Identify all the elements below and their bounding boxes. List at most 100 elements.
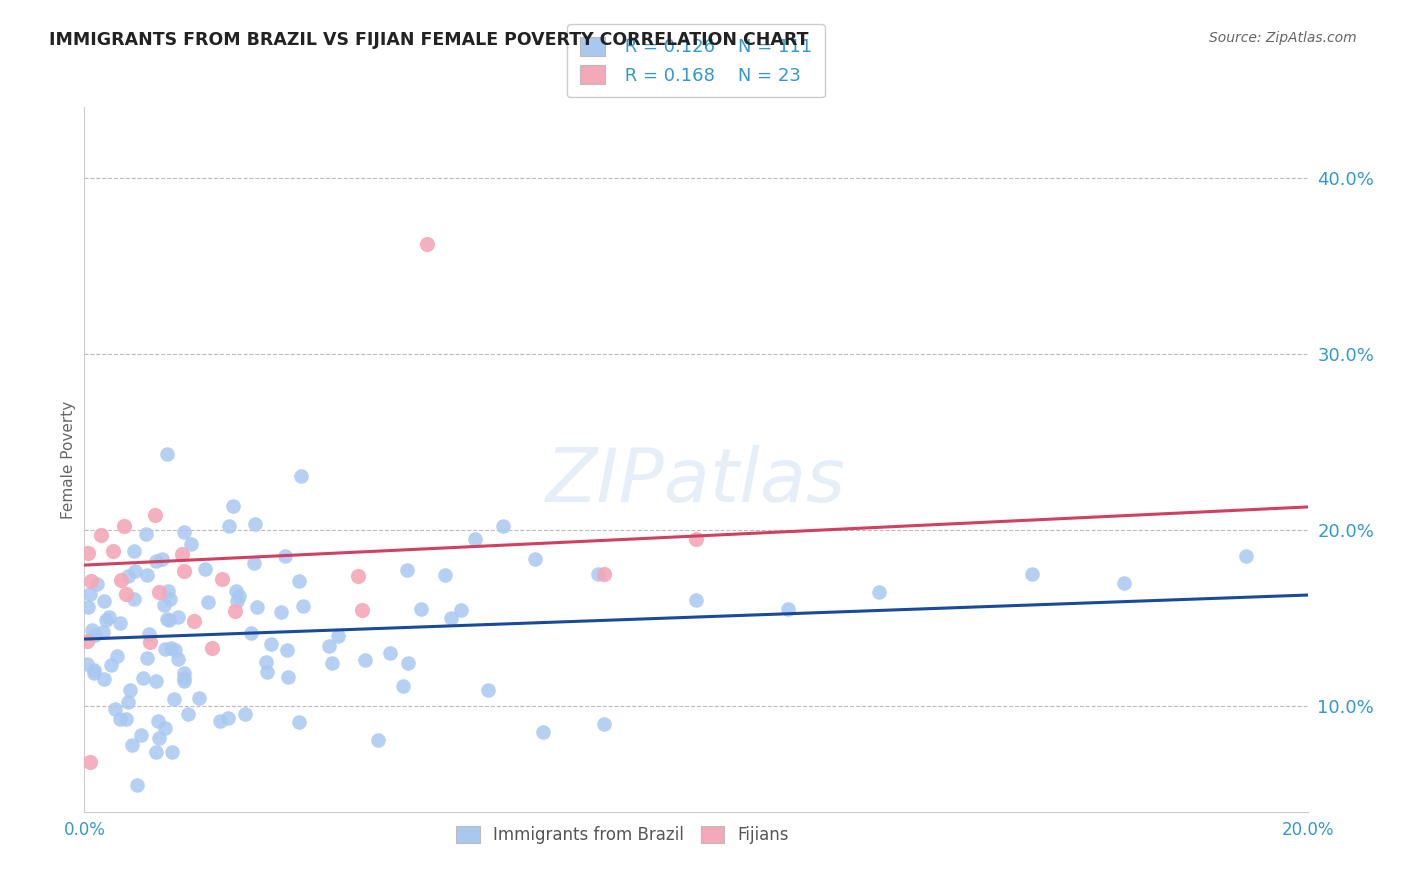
Point bbox=[1236, 549, 1258, 564]
Point bbox=[256, 665, 278, 679]
Point bbox=[173, 674, 195, 689]
Point bbox=[86, 576, 108, 591]
Point bbox=[148, 714, 170, 728]
Point bbox=[76, 657, 98, 672]
Point bbox=[76, 599, 98, 614]
Point bbox=[208, 714, 231, 728]
Point bbox=[155, 642, 177, 657]
Point bbox=[83, 666, 105, 681]
Point bbox=[136, 567, 159, 582]
Point bbox=[105, 648, 128, 663]
Point bbox=[97, 610, 120, 624]
Point bbox=[685, 593, 707, 607]
Point bbox=[165, 643, 187, 657]
Point bbox=[160, 641, 183, 656]
Point bbox=[76, 634, 98, 648]
Point bbox=[225, 583, 247, 598]
Point bbox=[166, 610, 188, 624]
Point bbox=[110, 573, 132, 587]
Point bbox=[127, 778, 149, 792]
Point bbox=[416, 237, 439, 252]
Point bbox=[83, 663, 105, 677]
Point bbox=[135, 651, 157, 665]
Point bbox=[226, 594, 249, 608]
Point bbox=[218, 711, 240, 725]
Point bbox=[531, 725, 554, 739]
Point bbox=[91, 624, 114, 639]
Point bbox=[276, 643, 298, 657]
Point bbox=[450, 602, 472, 616]
Point bbox=[172, 547, 194, 561]
Point bbox=[239, 625, 262, 640]
Point bbox=[222, 499, 245, 513]
Point bbox=[108, 616, 131, 631]
Point bbox=[77, 546, 100, 560]
Point bbox=[228, 589, 250, 603]
Point bbox=[254, 655, 277, 669]
Text: IMMIGRANTS FROM BRAZIL VS FIJIAN FEMALE POVERTY CORRELATION CHART: IMMIGRANTS FROM BRAZIL VS FIJIAN FEMALE … bbox=[49, 31, 808, 49]
Point bbox=[211, 573, 233, 587]
Point bbox=[115, 587, 138, 601]
Point bbox=[157, 583, 180, 598]
Point bbox=[350, 603, 373, 617]
Point bbox=[177, 707, 200, 722]
Point bbox=[129, 728, 152, 742]
Point bbox=[139, 635, 162, 649]
Point bbox=[464, 532, 486, 546]
Point bbox=[120, 682, 142, 697]
Point bbox=[135, 527, 157, 541]
Point bbox=[90, 528, 112, 542]
Point bbox=[274, 549, 297, 563]
Point bbox=[392, 679, 415, 693]
Y-axis label: Female Poverty: Female Poverty bbox=[60, 401, 76, 518]
Point bbox=[593, 566, 616, 581]
Point bbox=[396, 656, 419, 670]
Point bbox=[287, 574, 309, 588]
Point bbox=[277, 670, 299, 684]
Point bbox=[270, 605, 292, 619]
Point bbox=[1021, 566, 1043, 581]
Point bbox=[132, 671, 155, 685]
Point bbox=[321, 656, 343, 670]
Point bbox=[194, 562, 217, 576]
Point bbox=[180, 537, 202, 551]
Point bbox=[112, 519, 135, 533]
Point bbox=[396, 563, 419, 577]
Point bbox=[145, 745, 167, 759]
Point bbox=[150, 552, 173, 566]
Point bbox=[117, 695, 139, 709]
Text: ZIPatlas: ZIPatlas bbox=[546, 444, 846, 516]
Point bbox=[155, 721, 177, 735]
Point bbox=[160, 745, 183, 759]
Point bbox=[117, 568, 139, 582]
Point bbox=[776, 602, 799, 616]
Point bbox=[167, 652, 190, 666]
Point bbox=[156, 612, 179, 626]
Point bbox=[477, 683, 499, 698]
Point bbox=[101, 544, 124, 558]
Point bbox=[224, 604, 246, 618]
Point bbox=[100, 657, 122, 672]
Point bbox=[593, 716, 616, 731]
Point bbox=[145, 553, 167, 567]
Point bbox=[246, 600, 269, 615]
Point bbox=[93, 673, 115, 687]
Point bbox=[292, 599, 315, 613]
Point bbox=[80, 623, 103, 637]
Point bbox=[197, 595, 219, 609]
Point bbox=[173, 524, 195, 539]
Point bbox=[409, 602, 432, 616]
Point bbox=[115, 712, 138, 726]
Legend: Immigrants from Brazil, Fijians: Immigrants from Brazil, Fijians bbox=[449, 818, 797, 853]
Point bbox=[367, 733, 389, 747]
Point bbox=[148, 585, 170, 599]
Point bbox=[1114, 575, 1136, 590]
Point bbox=[869, 584, 891, 599]
Point bbox=[380, 646, 402, 660]
Point bbox=[183, 615, 205, 629]
Point bbox=[201, 641, 224, 656]
Point bbox=[148, 731, 170, 745]
Point bbox=[245, 516, 267, 531]
Text: Source: ZipAtlas.com: Source: ZipAtlas.com bbox=[1209, 31, 1357, 45]
Point bbox=[218, 519, 240, 533]
